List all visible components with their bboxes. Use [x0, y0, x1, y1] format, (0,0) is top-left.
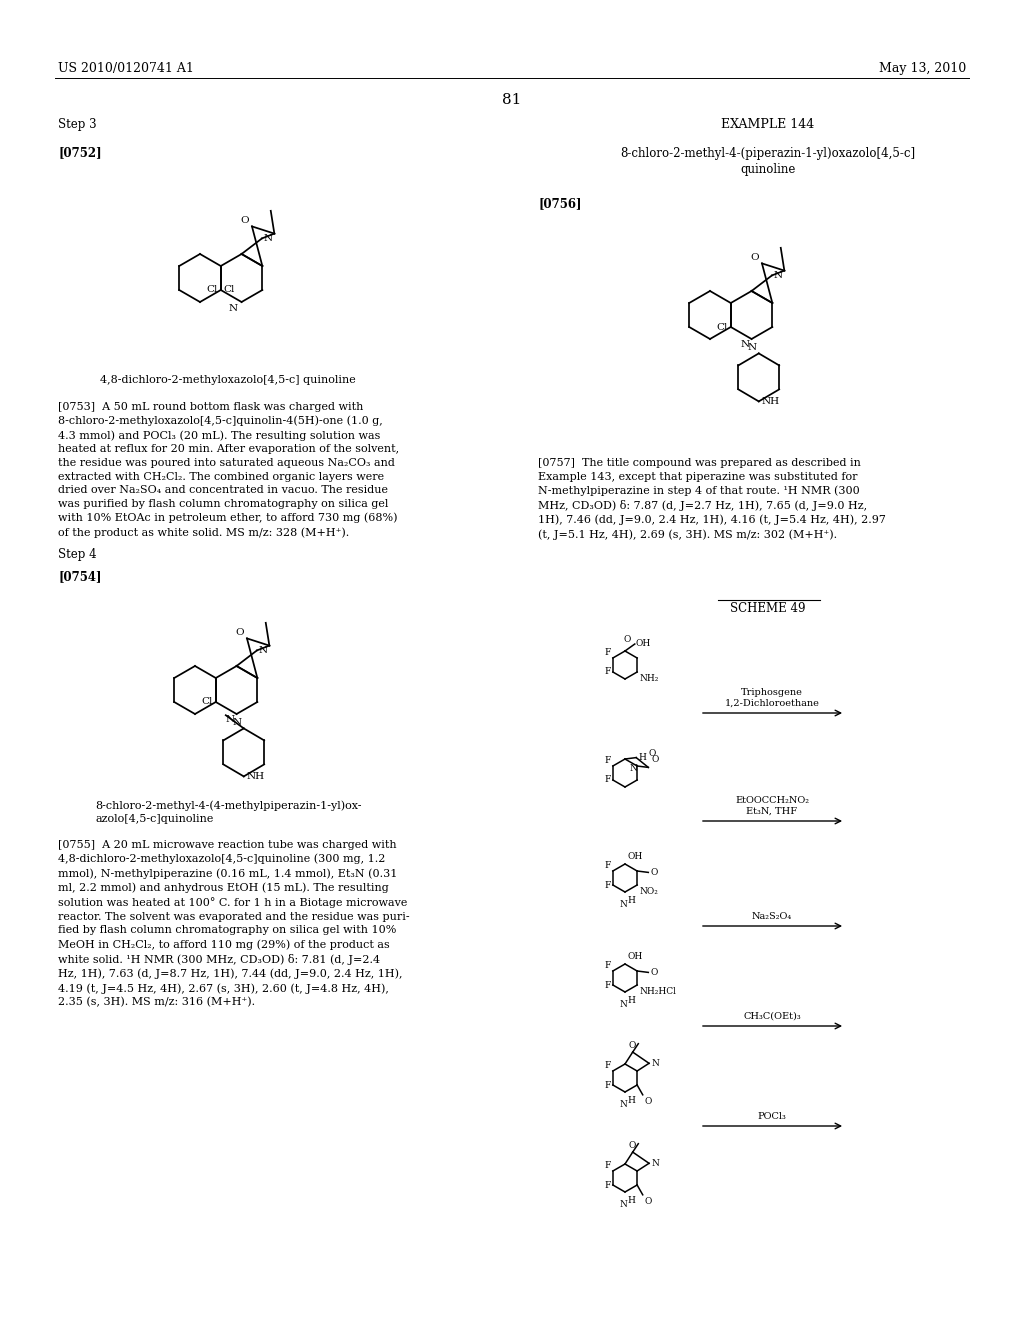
- Text: NO₂: NO₂: [639, 887, 658, 896]
- Text: F: F: [604, 1180, 611, 1189]
- Text: US 2010/0120741 A1: US 2010/0120741 A1: [58, 62, 194, 75]
- Text: H: H: [627, 896, 635, 906]
- Text: NH: NH: [247, 772, 265, 781]
- Text: Cl: Cl: [202, 697, 213, 706]
- Text: Triphosgene: Triphosgene: [741, 688, 803, 697]
- Text: NH₂: NH₂: [639, 675, 658, 682]
- Text: H: H: [627, 1196, 635, 1205]
- Text: N: N: [259, 645, 268, 655]
- Text: [0754]: [0754]: [58, 570, 101, 583]
- Text: O: O: [645, 1097, 652, 1106]
- Text: H: H: [627, 997, 635, 1005]
- Text: quinoline: quinoline: [740, 162, 796, 176]
- Text: N: N: [774, 271, 783, 280]
- Text: O: O: [648, 750, 655, 759]
- Text: O: O: [624, 635, 631, 644]
- Text: N: N: [620, 1200, 627, 1209]
- Text: N: N: [228, 304, 238, 313]
- Text: POCl₃: POCl₃: [758, 1111, 786, 1121]
- Text: [0753]  A 50 mL round bottom flask was charged with
8-chloro-2-methyloxazolo[4,5: [0753] A 50 mL round bottom flask was ch…: [58, 403, 399, 537]
- Text: N: N: [748, 343, 757, 352]
- Text: 1,2-Dichloroethane: 1,2-Dichloroethane: [725, 700, 819, 708]
- Text: [0756]: [0756]: [538, 197, 582, 210]
- Text: azolo[4,5-c]quinoline: azolo[4,5-c]quinoline: [95, 814, 213, 824]
- Text: N: N: [620, 900, 627, 909]
- Text: NH₂HCl: NH₂HCl: [639, 987, 676, 997]
- Text: Step 4: Step 4: [58, 548, 96, 561]
- Text: N: N: [620, 1001, 627, 1008]
- Text: OH: OH: [636, 639, 651, 648]
- Text: 8-chloro-2-methyl-4-(4-methylpiperazin-1-yl)ox-: 8-chloro-2-methyl-4-(4-methylpiperazin-1…: [95, 800, 361, 810]
- Text: [0755]  A 20 mL microwave reaction tube was charged with
4,8-dichloro-2-methylox: [0755] A 20 mL microwave reaction tube w…: [58, 840, 410, 1007]
- Text: O: O: [651, 755, 658, 764]
- Text: F: F: [604, 981, 611, 990]
- Text: N: N: [225, 715, 234, 723]
- Text: N: N: [740, 341, 750, 348]
- Text: O: O: [628, 1041, 635, 1051]
- Text: F: F: [604, 1061, 611, 1071]
- Text: F: F: [604, 861, 611, 870]
- Text: Et₃N, THF: Et₃N, THF: [746, 807, 798, 816]
- Text: F: F: [604, 1081, 611, 1089]
- Text: Na₂S₂O₄: Na₂S₂O₄: [752, 912, 793, 921]
- Text: O: O: [650, 869, 657, 876]
- Text: Cl: Cl: [224, 285, 236, 294]
- Text: N: N: [620, 1100, 627, 1109]
- Text: EtOOCCH₂NO₂: EtOOCCH₂NO₂: [735, 796, 809, 805]
- Text: F: F: [604, 756, 611, 766]
- Text: H: H: [638, 754, 646, 762]
- Text: [0752]: [0752]: [58, 147, 101, 158]
- Text: Cl: Cl: [717, 322, 728, 331]
- Text: F: F: [604, 668, 611, 676]
- Text: O: O: [751, 253, 759, 263]
- Text: N: N: [630, 763, 637, 772]
- Text: O: O: [650, 968, 657, 977]
- Text: N: N: [232, 718, 242, 727]
- Text: 4,8-dichloro-2-methyloxazolo[4,5-c] quinoline: 4,8-dichloro-2-methyloxazolo[4,5-c] quin…: [100, 375, 355, 385]
- Text: 81: 81: [503, 92, 521, 107]
- Text: F: F: [604, 776, 611, 784]
- Text: F: F: [604, 880, 611, 890]
- Text: N: N: [264, 234, 273, 243]
- Text: NH: NH: [762, 397, 780, 407]
- Text: SCHEME 49: SCHEME 49: [730, 602, 806, 615]
- Text: F: F: [604, 961, 611, 970]
- Text: EXAMPLE 144: EXAMPLE 144: [721, 117, 815, 131]
- Text: O: O: [236, 628, 244, 638]
- Text: O: O: [645, 1197, 652, 1205]
- Text: [0757]  The title compound was prepared as described in
Example 143, except that: [0757] The title compound was prepared a…: [538, 458, 886, 540]
- Text: OH: OH: [627, 851, 642, 861]
- Text: 8-chloro-2-methyl-4-(piperazin-1-yl)oxazolo[4,5-c]: 8-chloro-2-methyl-4-(piperazin-1-yl)oxaz…: [621, 147, 915, 160]
- Text: O: O: [628, 1140, 635, 1150]
- Text: N: N: [651, 1159, 658, 1168]
- Text: CH₃C(OEt)₃: CH₃C(OEt)₃: [743, 1012, 801, 1020]
- Text: Step 3: Step 3: [58, 117, 96, 131]
- Text: F: F: [604, 648, 611, 657]
- Text: OH: OH: [627, 952, 642, 961]
- Text: O: O: [241, 216, 249, 226]
- Text: Cl: Cl: [207, 285, 218, 294]
- Text: F: F: [604, 1162, 611, 1170]
- Text: N: N: [651, 1059, 658, 1068]
- Text: H: H: [627, 1096, 635, 1105]
- Text: May 13, 2010: May 13, 2010: [879, 62, 966, 75]
